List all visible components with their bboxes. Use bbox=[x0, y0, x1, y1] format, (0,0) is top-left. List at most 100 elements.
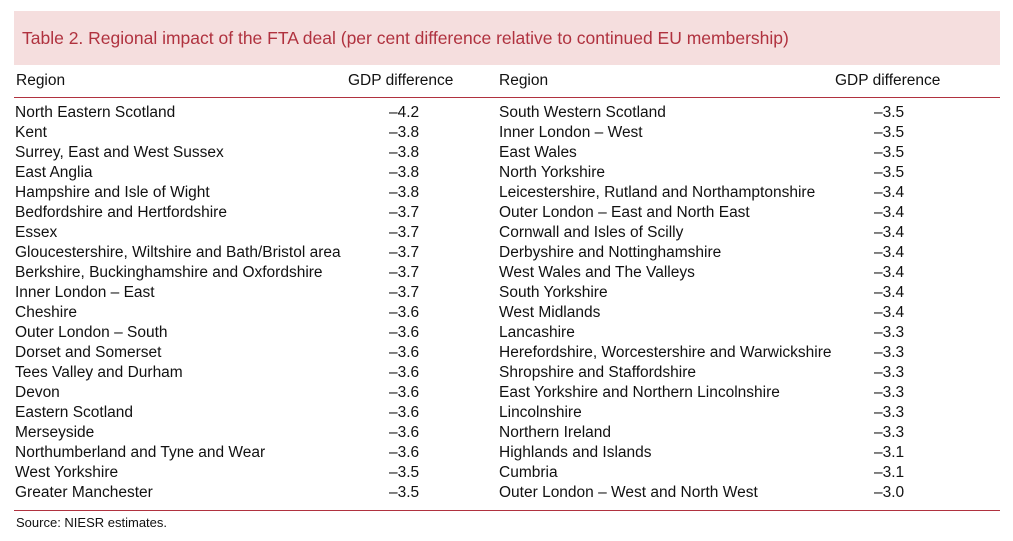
table-row: Berkshire, Buckinghamshire and Oxfordshi… bbox=[15, 263, 485, 283]
table-row: Bedfordshire and Hertfordshire –3.7 bbox=[15, 203, 485, 223]
header-gdp-left: GDP difference bbox=[348, 72, 454, 89]
region-name: North Yorkshire bbox=[499, 164, 605, 181]
gdp-value: –3.5 bbox=[874, 144, 905, 161]
table-row: East Yorkshire and Northern Lincolnshire… bbox=[499, 383, 999, 403]
right-column: South Western Scotland –3.5 Inner London –… bbox=[499, 103, 999, 503]
gdp-value: –3.5 bbox=[874, 124, 905, 141]
region-name: Kent bbox=[15, 124, 47, 141]
region-name: Cumbria bbox=[499, 464, 558, 481]
gdp-value: –3.5 bbox=[389, 484, 420, 501]
gdp-value: –3.8 bbox=[389, 184, 420, 201]
gdp-value: –3.4 bbox=[874, 304, 905, 321]
table-row: East Anglia –3.8 bbox=[15, 163, 485, 183]
gdp-value: –3.3 bbox=[874, 364, 905, 381]
region-name: South Western Scotland bbox=[499, 104, 666, 121]
source-note: Source: NIESR estimates. bbox=[16, 515, 167, 530]
table-row: North Yorkshire –3.5 bbox=[499, 163, 999, 183]
table-row: Cornwall and Isles of Scilly –3.4 bbox=[499, 223, 999, 243]
region-name: West Yorkshire bbox=[15, 464, 119, 481]
region-name: East Anglia bbox=[15, 164, 93, 181]
table-row: South Yorkshire –3.4 bbox=[499, 283, 999, 303]
region-name: North Eastern Scotland bbox=[15, 104, 176, 121]
table-row: North Eastern Scotland –4.2 bbox=[15, 103, 485, 123]
gdp-value: –3.7 bbox=[389, 284, 420, 301]
table-row: Derbyshire and Nottinghamshire –3.4 bbox=[499, 243, 999, 263]
gdp-value: –3.8 bbox=[389, 144, 420, 161]
table-row: Outer London – South –3.6 bbox=[15, 323, 485, 343]
gdp-value: –3.8 bbox=[389, 164, 420, 181]
table-row: Cumbria –3.1 bbox=[499, 463, 999, 483]
table-row: Eastern Scotland –3.6 bbox=[15, 403, 485, 423]
table-row: Lincolnshire –3.3 bbox=[499, 403, 999, 423]
gdp-value: –3.0 bbox=[874, 484, 905, 501]
table-row: Highlands and Islands –3.1 bbox=[499, 443, 999, 463]
region-name: Inner London – East bbox=[15, 284, 155, 301]
gdp-value: –3.3 bbox=[874, 404, 905, 421]
gdp-value: –3.3 bbox=[874, 384, 905, 401]
region-name: Northern Ireland bbox=[499, 424, 612, 441]
region-name: East Wales bbox=[499, 144, 577, 161]
table-row: West Yorkshire –3.5 bbox=[15, 463, 485, 483]
region-name: Tees Valley and Durham bbox=[15, 364, 183, 381]
region-name: Inner London – West bbox=[499, 124, 643, 141]
footer-rule bbox=[14, 510, 1000, 511]
region-name: West Wales and The Valleys bbox=[499, 264, 695, 281]
region-name: Northumberland and Tyne and Wear bbox=[15, 444, 266, 461]
table-row: Tees Valley and Durham –3.6 bbox=[15, 363, 485, 383]
gdp-value: –3.7 bbox=[389, 264, 420, 281]
gdp-value: –3.8 bbox=[389, 124, 420, 141]
table-row: Merseyside –3.6 bbox=[15, 423, 485, 443]
header-gdp-right: GDP difference bbox=[835, 72, 941, 89]
region-name: East Yorkshire and Northern Lincolnshire bbox=[499, 384, 780, 401]
gdp-value: –3.6 bbox=[389, 444, 420, 461]
region-name: West Midlands bbox=[499, 304, 601, 321]
region-name: Outer London – South bbox=[15, 324, 168, 341]
region-name: Cheshire bbox=[15, 304, 78, 321]
table-row: East Wales –3.5 bbox=[499, 143, 999, 163]
table-row: Devon –3.6 bbox=[15, 383, 485, 403]
gdp-value: –3.5 bbox=[389, 464, 420, 481]
region-name: Gloucestershire, Wiltshire and Bath/Bris… bbox=[15, 244, 341, 261]
gdp-value: –3.3 bbox=[874, 424, 905, 441]
gdp-value: –3.7 bbox=[389, 204, 420, 221]
table-title: Table 2. Regional impact of the FTA deal… bbox=[22, 28, 789, 48]
region-name: Merseyside bbox=[15, 424, 95, 441]
gdp-value: –3.6 bbox=[389, 304, 420, 321]
region-name: Essex bbox=[15, 224, 58, 241]
table-row: Dorset and Somerset –3.6 bbox=[15, 343, 485, 363]
region-name: Herefordshire, Worcestershire and Warwic… bbox=[499, 344, 832, 361]
table-row: Outer London – West and North West –3.0 bbox=[499, 483, 999, 503]
table-row: Surrey, East and West Sussex –3.8 bbox=[15, 143, 485, 163]
region-name: Greater Manchester bbox=[15, 484, 153, 501]
region-name: Devon bbox=[15, 384, 60, 401]
gdp-value: –3.3 bbox=[874, 324, 905, 341]
header-region-right: Region bbox=[499, 72, 549, 89]
table-row: South Western Scotland –3.5 bbox=[499, 103, 999, 123]
table-row: Outer London – East and North East –3.4 bbox=[499, 203, 999, 223]
table-row: Northumberland and Tyne and Wear –3.6 bbox=[15, 443, 485, 463]
gdp-value: –3.6 bbox=[389, 404, 420, 421]
table-title-bar: Table 2. Regional impact of the FTA deal… bbox=[14, 11, 1000, 65]
gdp-value: –3.7 bbox=[389, 244, 420, 261]
region-name: Dorset and Somerset bbox=[15, 344, 162, 361]
gdp-value: –3.5 bbox=[874, 164, 905, 181]
header-region-left: Region bbox=[16, 72, 66, 89]
gdp-value: –3.4 bbox=[874, 184, 905, 201]
gdp-value: –3.4 bbox=[874, 284, 905, 301]
table-row: West Wales and The Valleys –3.4 bbox=[499, 263, 999, 283]
header-rule bbox=[14, 97, 1000, 98]
region-name: Berkshire, Buckinghamshire and Oxfordshi… bbox=[15, 264, 323, 281]
gdp-value: –3.1 bbox=[874, 464, 905, 481]
table-row: Essex –3.7 bbox=[15, 223, 485, 243]
region-name: Cornwall and Isles of Scilly bbox=[499, 224, 684, 241]
gdp-value: –3.6 bbox=[389, 384, 420, 401]
gdp-value: –3.4 bbox=[874, 244, 905, 261]
gdp-value: –3.6 bbox=[389, 424, 420, 441]
region-name: Outer London – East and North East bbox=[499, 204, 750, 221]
gdp-value: –4.2 bbox=[389, 104, 420, 121]
table-row: Northern Ireland –3.3 bbox=[499, 423, 999, 443]
table-row: West Midlands –3.4 bbox=[499, 303, 999, 323]
region-name: South Yorkshire bbox=[499, 284, 608, 301]
left-column: North Eastern Scotland –4.2 Kent –3.8 Surrey… bbox=[15, 103, 485, 503]
table-row: Inner London – West –3.5 bbox=[499, 123, 999, 143]
